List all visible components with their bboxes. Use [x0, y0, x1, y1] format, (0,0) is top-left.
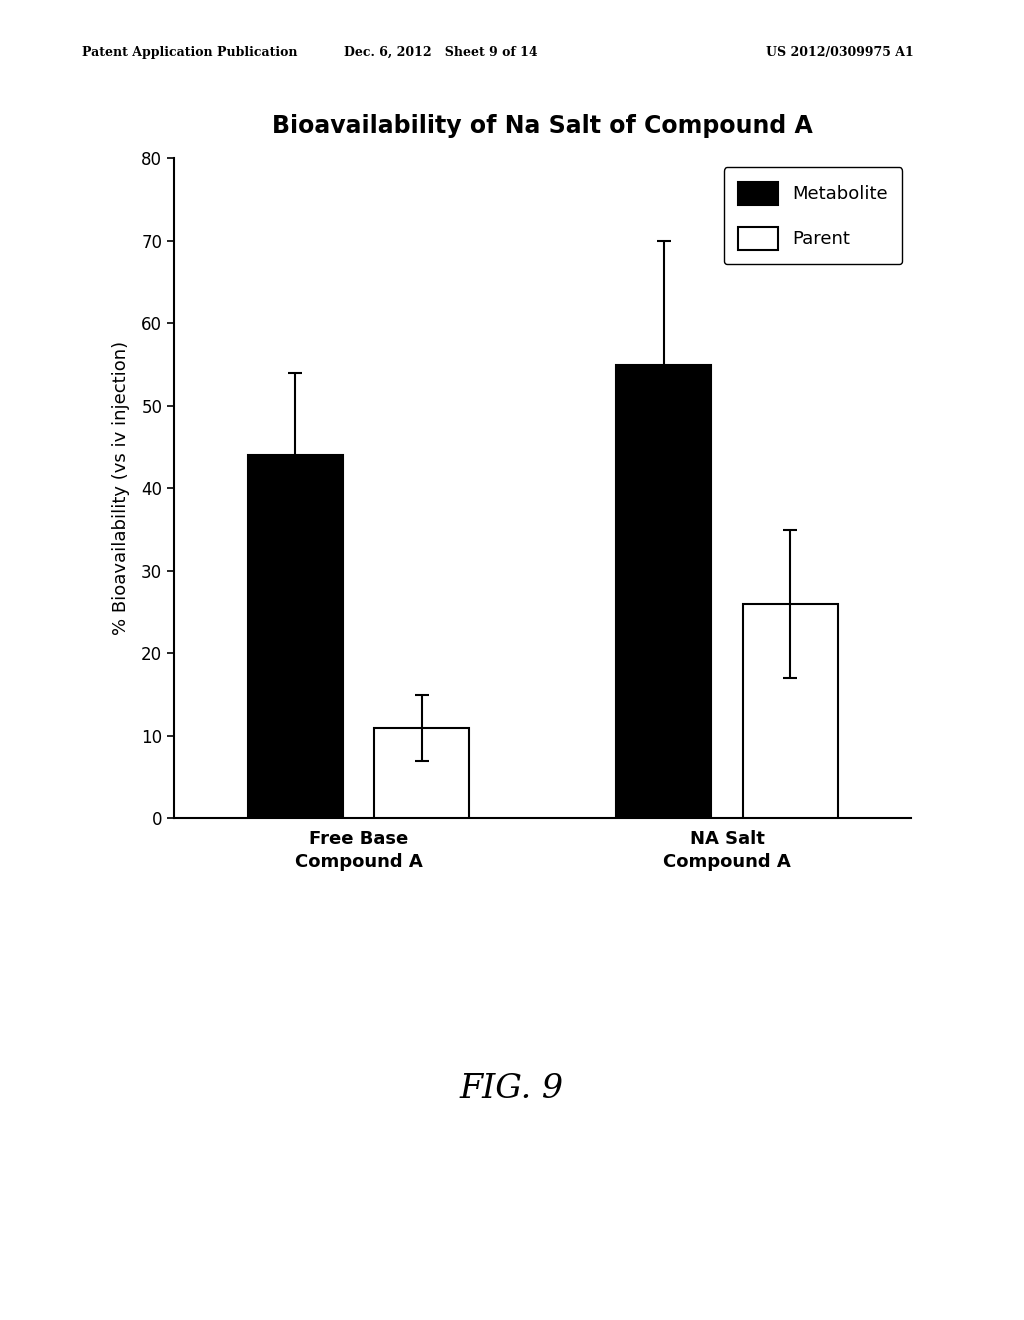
Legend: Metabolite, Parent: Metabolite, Parent — [724, 168, 902, 264]
Text: FIG. 9: FIG. 9 — [460, 1073, 564, 1105]
Text: Dec. 6, 2012   Sheet 9 of 14: Dec. 6, 2012 Sheet 9 of 14 — [343, 46, 538, 59]
Text: US 2012/0309975 A1: US 2012/0309975 A1 — [766, 46, 913, 59]
Bar — [742, 605, 838, 818]
Title: Bioavailability of Na Salt of Compound A: Bioavailability of Na Salt of Compound A — [272, 115, 813, 139]
Bar — [374, 727, 469, 818]
Y-axis label: % Bioavailability (vs iv injection): % Bioavailability (vs iv injection) — [112, 342, 130, 635]
Bar — [616, 364, 712, 818]
Text: Patent Application Publication: Patent Application Publication — [82, 46, 297, 59]
Bar — [248, 455, 343, 818]
